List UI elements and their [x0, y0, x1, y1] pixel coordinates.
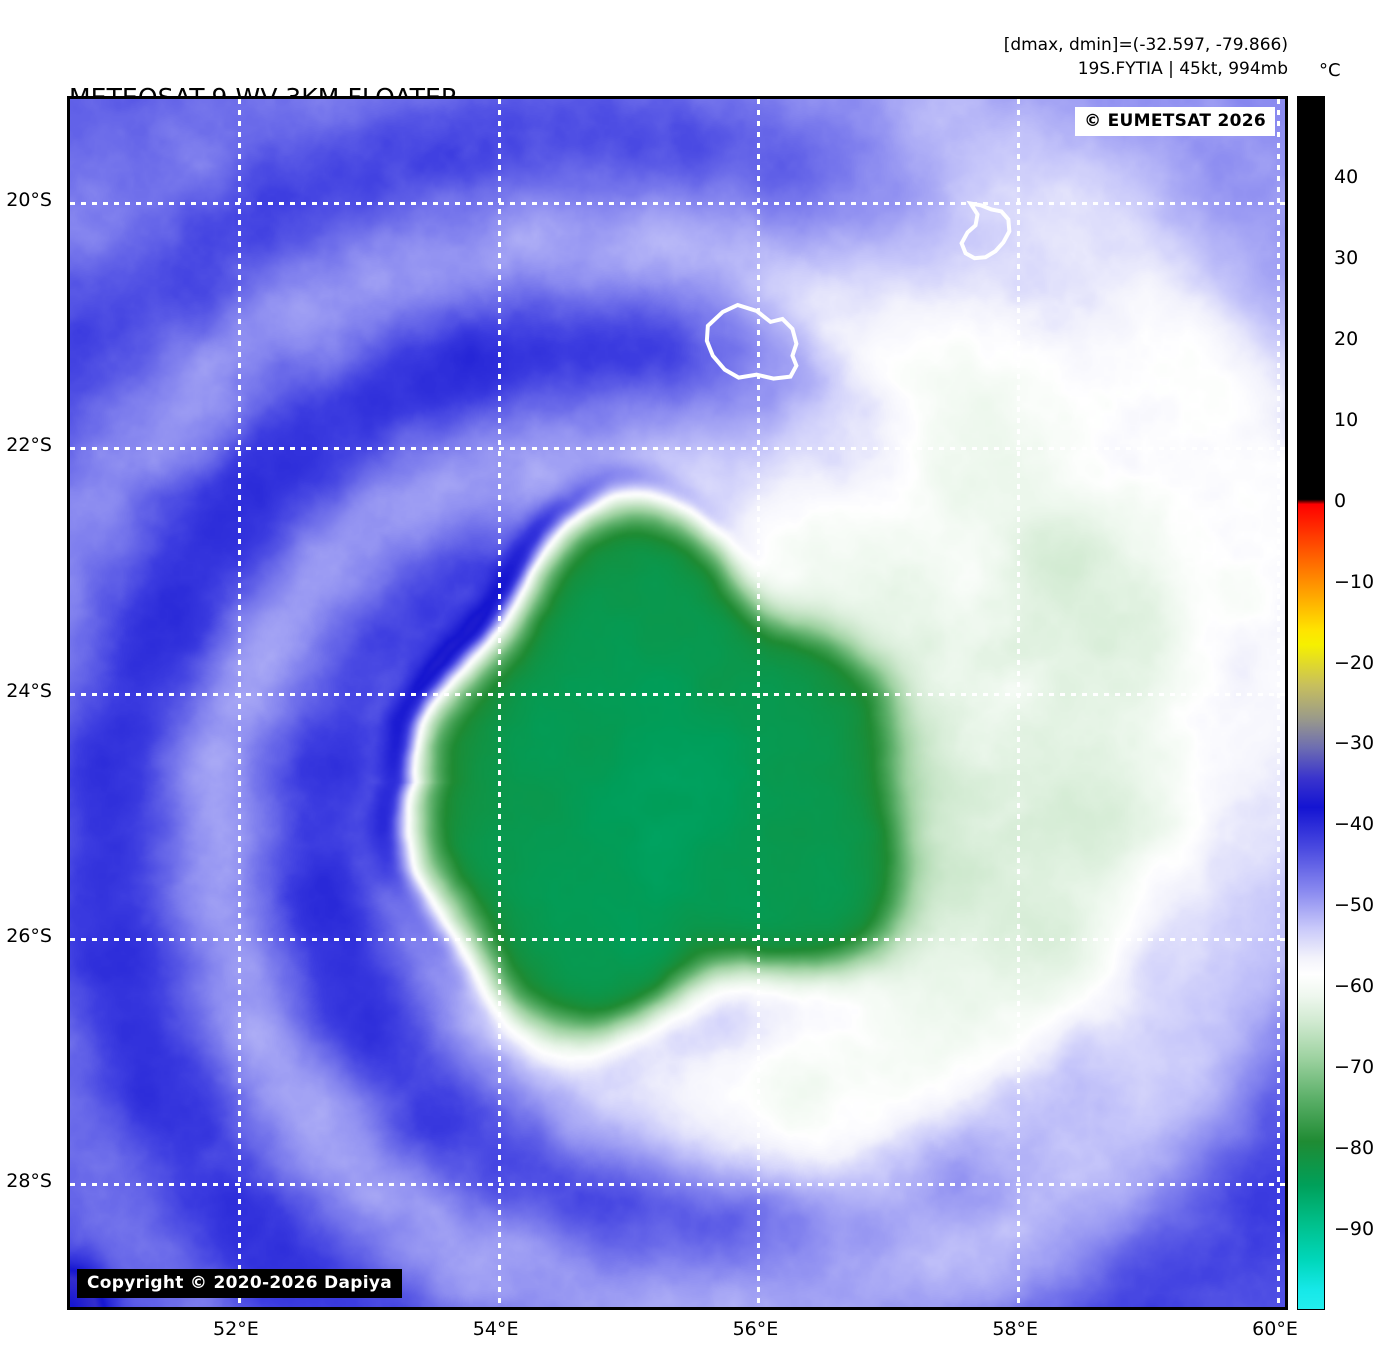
colorbar-tick--40: −40	[1334, 813, 1375, 836]
colorbar-tick--20: −20	[1334, 651, 1375, 674]
colorbar-tick-40: 40	[1334, 165, 1359, 188]
colorbar-tick--90: −90	[1334, 1218, 1375, 1241]
colorbar-tick--10: −10	[1334, 570, 1375, 593]
latitude-axis: 20°S 22°S 24°S 26°S 28°S	[0, 0, 62, 1359]
colorbar-tick--80: −80	[1334, 1137, 1375, 1160]
temperature-colorbar[interactable]	[1297, 96, 1325, 1310]
lon-tick-label-60°E: 60°E	[1252, 1318, 1298, 1340]
colorbar-tick--50: −50	[1334, 894, 1375, 917]
colorbar-tick-20: 20	[1334, 327, 1359, 350]
header-metadata: [dmax, dmin]=(-32.597, -79.866) 19S.FYTI…	[1004, 33, 1288, 81]
storm-readout: 19S.FYTIA | 45kt, 994mb	[1077, 59, 1288, 79]
lat-tick-label-24°S: 24°S	[6, 679, 52, 702]
lon-tick-label-58°E: 58°E	[992, 1318, 1039, 1340]
lat-tick-label-28°S: 28°S	[6, 1170, 52, 1193]
colorbar-tick--30: −30	[1334, 732, 1375, 755]
lon-tick-label-54°E: 54°E	[472, 1318, 519, 1340]
lat-tick-label-22°S: 22°S	[6, 434, 52, 457]
lat-tick-label-20°S: 20°S	[6, 189, 52, 212]
colorbar-tick-30: 30	[1334, 246, 1359, 269]
colorbar-tick--60: −60	[1334, 975, 1375, 998]
satellite-imagery-canvas	[70, 99, 1285, 1307]
colorbar-unit-label: °C	[1319, 60, 1341, 81]
colorbar-tick-0: 0	[1334, 489, 1347, 512]
eumetsat-credit-badge: © EUMETSAT 2026	[1075, 107, 1275, 136]
colorbar-tick--70: −70	[1334, 1056, 1375, 1079]
copyright-badge: Copyright © 2020-2026 Dapiya	[77, 1269, 402, 1298]
lon-tick-label-56°E: 56°E	[732, 1318, 779, 1340]
dmax-dmin-readout: [dmax, dmin]=(-32.597, -79.866)	[1003, 35, 1288, 55]
lon-tick-label-52°E: 52°E	[213, 1318, 259, 1340]
lat-tick-label-26°S: 26°S	[6, 924, 52, 947]
colorbar-tick-10: 10	[1334, 408, 1359, 431]
